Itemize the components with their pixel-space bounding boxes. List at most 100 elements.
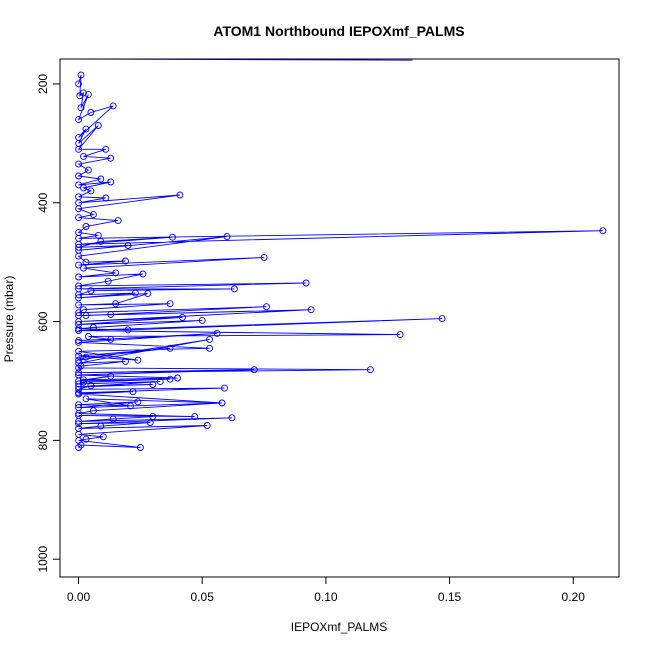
x-tick-label: 0.15 [438,590,462,604]
data-point [82,395,90,403]
data-point [109,102,117,110]
data-point [75,385,83,393]
data-point [75,356,83,364]
data-point [109,415,117,423]
data-point [75,205,83,213]
data-point [166,344,174,352]
data-point [213,329,221,337]
data-point [107,154,115,162]
data-point [139,270,147,278]
data-point [87,382,95,390]
y-tick-label: 800 [36,430,50,450]
data-point [136,444,144,451]
data-point [77,441,85,449]
data-point [75,160,83,168]
data-point [107,178,115,186]
data-point [75,273,83,281]
data-point [114,217,122,225]
data-point [75,181,83,189]
data-point [75,261,83,269]
series-layer [75,59,607,451]
data-point [112,269,120,277]
data-point [87,287,95,295]
data-point [97,422,105,430]
data-point [82,258,90,266]
data-point [94,122,102,129]
data-point [221,384,228,392]
data-point [230,285,238,293]
data-point [75,145,83,153]
x-axis-label: IEPOXmf_PALMS [291,620,387,634]
data-point [94,231,102,239]
data-point [107,372,115,380]
data-point [82,435,90,443]
data-point [75,401,83,409]
data-point [438,315,446,323]
data-point [75,291,83,299]
data-point [75,390,83,398]
data-point [75,338,83,346]
data-point [80,152,87,160]
data-point [75,243,83,251]
data-point [156,378,164,386]
data-point [99,433,107,441]
chart-title: ATOM1 Northbound IEPOXmf_PALMS [213,23,464,39]
y-tick-label: 1000 [36,546,50,573]
data-point [112,300,120,308]
data-point [77,104,85,112]
data-point [80,184,87,192]
y-tick-label: 200 [36,74,50,94]
data-point [80,378,87,386]
data-point [75,301,83,309]
data-point [82,312,90,320]
data-point [169,233,176,241]
data-point [75,214,83,222]
data-point [260,253,268,261]
data-point [84,91,92,99]
data-point [134,398,142,406]
series-line [76,74,603,448]
data-point [75,420,83,428]
data-point [75,347,83,355]
data-point [75,294,83,302]
data-point [75,252,83,260]
data-point [396,331,404,339]
data-point [87,109,95,116]
data-point [131,289,139,297]
data-point [146,419,154,427]
data-point [122,257,129,265]
data-point [75,410,83,418]
y-tick-label: 600 [36,311,50,331]
data-point [104,277,112,285]
data-point [129,388,137,396]
data-point [366,366,374,374]
data-point [307,306,315,314]
data-point [75,318,83,326]
data-point [223,233,231,241]
data-point [82,353,90,361]
data-point [97,175,105,183]
data-point [75,80,83,88]
data-point [178,313,186,321]
data-point [206,335,214,343]
data-point [107,310,115,318]
data-point [80,264,87,272]
data-point [174,374,181,382]
data-point [89,324,97,331]
data-point [80,306,87,314]
data-point [302,279,310,287]
data-point [87,187,95,195]
data-point [75,282,83,290]
data-point [75,444,83,451]
data-point [250,366,258,374]
data-point [82,125,90,133]
data-point [75,172,83,180]
y-tick-label: 400 [36,192,50,212]
plot-frame [59,58,620,578]
data-point [144,290,152,298]
x-tick-label: 0.00 [67,590,91,604]
x-tick-label: 0.20 [562,590,586,604]
data-point [127,402,134,410]
